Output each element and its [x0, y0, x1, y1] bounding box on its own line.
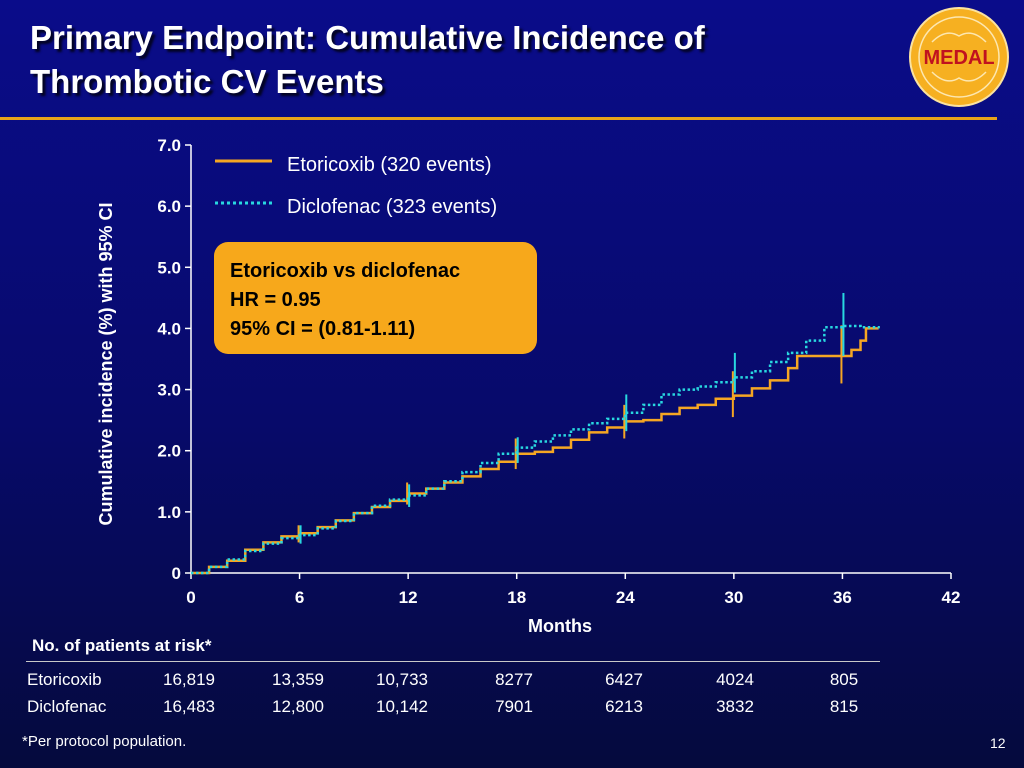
risk-cell: 805 — [829, 670, 859, 689]
hr-box-background — [214, 242, 537, 354]
legend-label-diclofenac: Diclofenac (323 events) — [287, 196, 497, 218]
y-axis-label: Cumulative incidence (%) with 95% CI — [96, 202, 116, 525]
legend-label-etoricoxib: Etoricoxib (320 events) — [287, 154, 492, 176]
x-tick-label: 0 — [186, 588, 195, 607]
y-tick-label: 7.0 — [157, 136, 181, 155]
risk-cell: 6427 — [605, 670, 643, 689]
x-tick-label: 36 — [833, 588, 852, 607]
x-tick-label: 24 — [616, 588, 635, 607]
risk-cell: 16,483 — [163, 697, 215, 716]
risk-cell: 16,819 — [163, 670, 215, 689]
hr-box-line1: Etoricoxib vs diclofenac — [230, 260, 460, 282]
chart-legend: Etoricoxib (320 events) Diclofenac (323 … — [215, 154, 497, 218]
chart-series-layer — [191, 292, 880, 575]
risk-cell: 815 — [829, 697, 859, 716]
risk-cell: 13,359 — [272, 670, 324, 689]
risk-cell: 12,800 — [272, 697, 324, 716]
x-tick-label: 6 — [295, 588, 304, 607]
y-tick-label: 0 — [172, 564, 181, 583]
risk-table-header: No. of patients at risk* — [32, 636, 212, 655]
y-tick-label: 5.0 — [157, 258, 181, 277]
x-axis-label: Months — [528, 616, 592, 636]
risk-cell: 7901 — [495, 697, 533, 716]
slide-title: Primary Endpoint: Cumulative Incidence o… — [30, 16, 890, 104]
slide-title-line1: Primary Endpoint: Cumulative Incidence o… — [30, 19, 705, 56]
risk-cell: 10,142 — [376, 697, 428, 716]
slide-number: 12 — [990, 735, 1006, 751]
y-tick-label: 1.0 — [157, 503, 181, 522]
y-tick-label: 2.0 — [157, 442, 181, 461]
hr-box-line2: HR = 0.95 — [230, 289, 321, 311]
x-tick-label: 12 — [399, 588, 418, 607]
hr-box-line3: 95% CI = (0.81-1.11) — [230, 318, 415, 340]
risk-cell: 6213 — [605, 697, 643, 716]
risk-row-label: Diclofenac — [27, 697, 107, 716]
risk-table-divider — [26, 661, 880, 662]
x-tick-label: 18 — [507, 588, 526, 607]
logo-text: MEDAL — [923, 47, 994, 69]
risk-cell: 4024 — [716, 670, 754, 689]
y-tick-label: 4.0 — [157, 319, 181, 338]
series-line-etoricoxib — [191, 327, 879, 575]
x-tick-label: 30 — [724, 588, 743, 607]
hr-annotation-box: Etoricoxib vs diclofenac HR = 0.95 95% C… — [214, 242, 537, 354]
risk-cell: 3832 — [716, 697, 754, 716]
chart-axes: 0 6 12 18 24 30 36 42 0 1.0 2.0 3.0 4.0 5.0 6.0 7.0 — [157, 136, 960, 607]
series-line-diclofenac — [191, 324, 880, 575]
x-tick-label: 42 — [942, 588, 961, 607]
risk-cell: 8277 — [495, 670, 533, 689]
medal-logo: MEDAL — [909, 7, 1009, 107]
y-tick-label: 6.0 — [157, 197, 181, 216]
risk-cell: 10,733 — [376, 670, 428, 689]
risk-row-label: Etoricoxib — [27, 670, 102, 689]
slide-title-line2: Thrombotic CV Events — [30, 63, 384, 100]
title-divider — [0, 117, 997, 120]
y-tick-label: 3.0 — [157, 381, 181, 400]
footnote: *Per protocol population. — [22, 733, 187, 750]
